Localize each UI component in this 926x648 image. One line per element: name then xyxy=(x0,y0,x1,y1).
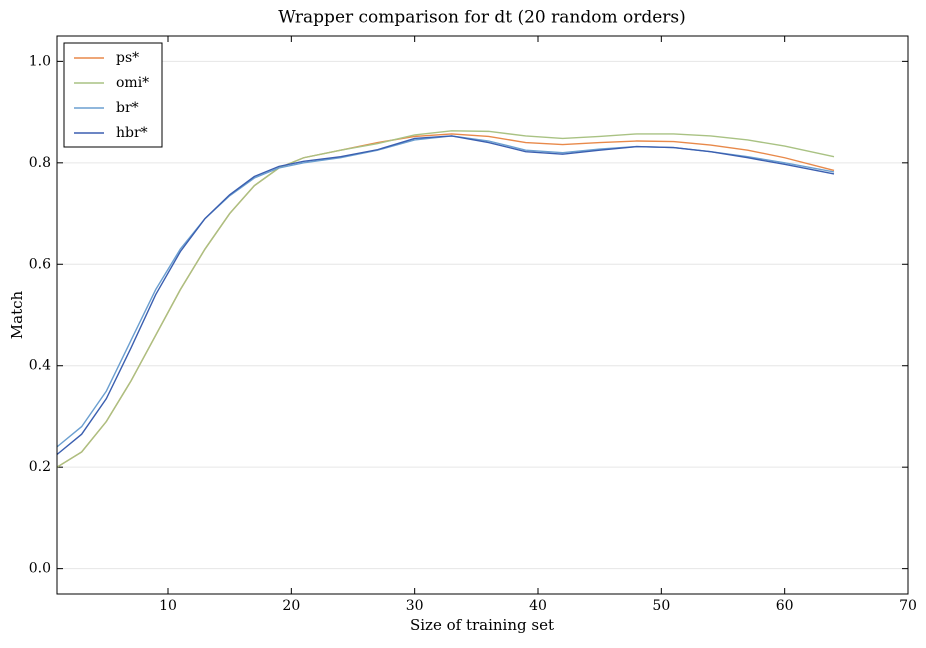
x-tick-label: 40 xyxy=(529,598,547,614)
y-tick-label: 0.8 xyxy=(29,155,51,171)
x-tick-label: 50 xyxy=(652,598,670,614)
legend-label: hbr* xyxy=(116,125,148,141)
x-tick-label: 60 xyxy=(776,598,794,614)
chart-title: Wrapper comparison for dt (20 random ord… xyxy=(278,8,686,28)
line-series xyxy=(56,135,835,448)
line-series xyxy=(56,130,835,468)
legend-label: br* xyxy=(116,100,139,116)
y-tick-label: 0.2 xyxy=(29,459,51,475)
y-tick-label: 0.4 xyxy=(29,358,51,374)
x-axis-label: Size of training set xyxy=(410,616,554,634)
legend-label: ps* xyxy=(116,50,139,66)
line-series xyxy=(56,133,835,468)
x-tick-label: 10 xyxy=(159,598,177,614)
y-axis-label: Match xyxy=(8,290,26,339)
y-tick-label: 0.6 xyxy=(29,256,51,272)
x-tick-label: 20 xyxy=(282,598,300,614)
legend-label: omi* xyxy=(116,75,149,91)
x-tick-label: 30 xyxy=(406,598,424,614)
x-tick-label: 70 xyxy=(899,598,917,614)
line-series xyxy=(56,135,835,456)
y-tick-label: 0.0 xyxy=(29,561,51,577)
legend-box xyxy=(63,42,163,148)
plot-frame xyxy=(56,35,909,595)
y-tick-label: 1.0 xyxy=(29,53,51,69)
